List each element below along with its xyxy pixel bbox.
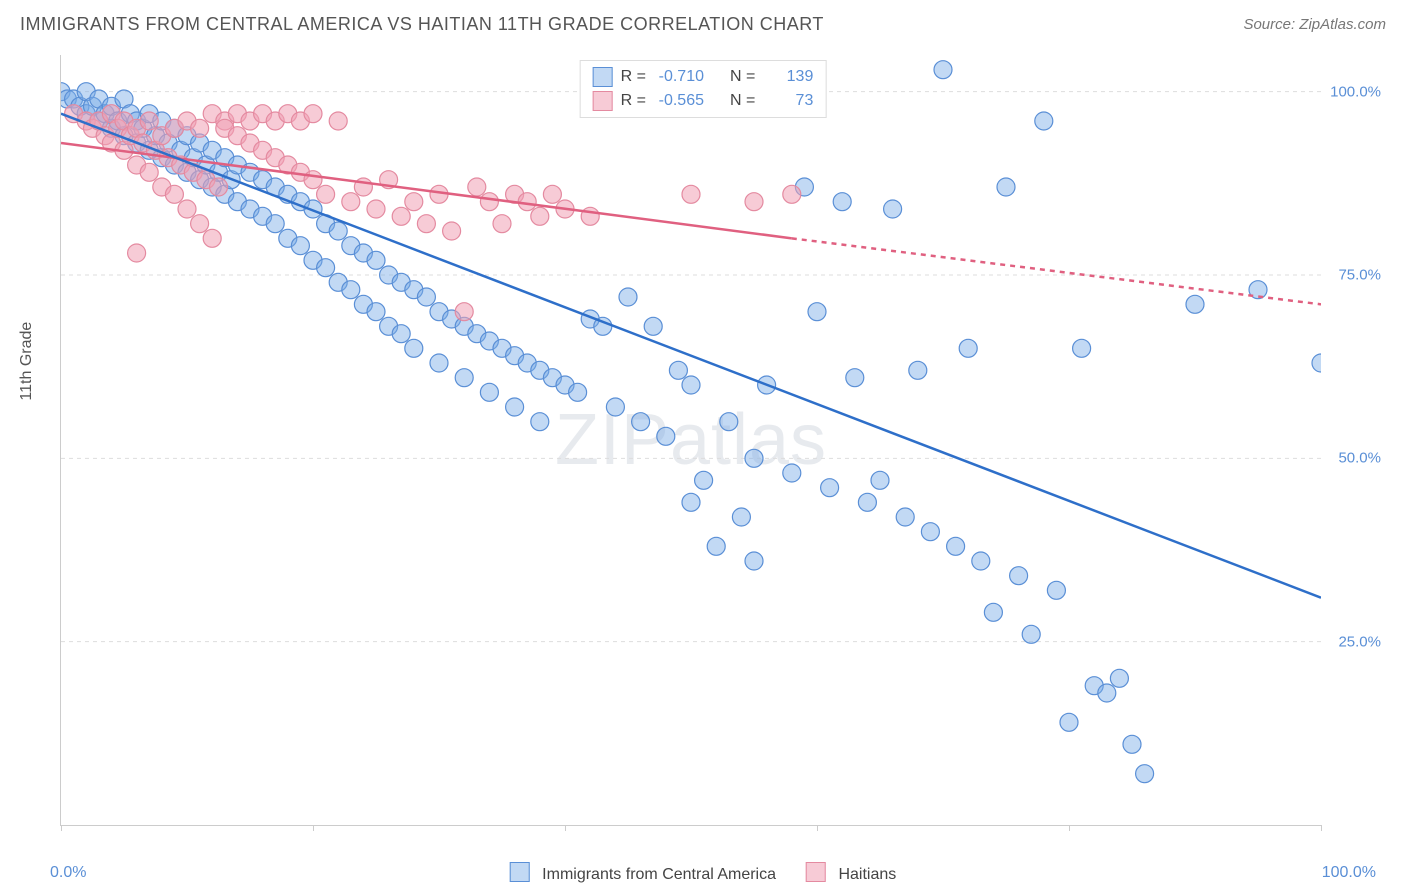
swatch-blue-icon <box>593 67 613 87</box>
source-label: Source: ZipAtlas.com <box>1243 16 1386 33</box>
r-label: R = <box>621 68 646 86</box>
legend-series: Immigrants from Central America Haitians <box>510 862 897 884</box>
x-label-max: 100.0% <box>1322 864 1376 882</box>
y-tick-label: 50.0% <box>1338 450 1381 467</box>
x-tick <box>817 825 818 831</box>
series-label-pink: Haitians <box>838 866 896 883</box>
swatch-blue-icon <box>510 862 530 882</box>
x-tick <box>565 825 566 831</box>
r-label: R = <box>621 92 646 110</box>
y-tick-label: 100.0% <box>1330 83 1381 100</box>
y-tick-label: 25.0% <box>1338 633 1381 650</box>
r-value-pink: -0.565 <box>654 92 704 110</box>
x-tick <box>1321 825 1322 831</box>
x-tick <box>313 825 314 831</box>
chart-title: IMMIGRANTS FROM CENTRAL AMERICA VS HAITI… <box>20 14 824 35</box>
chart-svg <box>61 55 1321 825</box>
n-label: N = <box>730 92 755 110</box>
legend-row-pink: R = -0.565 N = 73 <box>593 89 814 113</box>
series-label-blue: Immigrants from Central America <box>542 866 776 883</box>
legend-row-blue: R = -0.710 N = 139 <box>593 65 814 89</box>
x-tick <box>61 825 62 831</box>
n-label: N = <box>730 68 755 86</box>
x-label-min: 0.0% <box>50 864 86 882</box>
y-axis-title: 11th Grade <box>18 322 36 401</box>
legend-correlation: R = -0.710 N = 139 R = -0.565 N = 73 <box>580 60 827 118</box>
n-value-pink: 73 <box>763 92 813 110</box>
legend-item-pink: Haitians <box>806 862 896 884</box>
r-value-blue: -0.710 <box>654 68 704 86</box>
legend-item-blue: Immigrants from Central America <box>510 862 776 884</box>
plot-area: ZIPatlas 25.0%50.0%75.0%100.0% <box>60 55 1321 826</box>
swatch-pink-icon <box>593 91 613 111</box>
x-tick <box>1069 825 1070 831</box>
n-value-blue: 139 <box>763 68 813 86</box>
y-tick-label: 75.0% <box>1338 267 1381 284</box>
swatch-pink-icon <box>806 862 826 882</box>
